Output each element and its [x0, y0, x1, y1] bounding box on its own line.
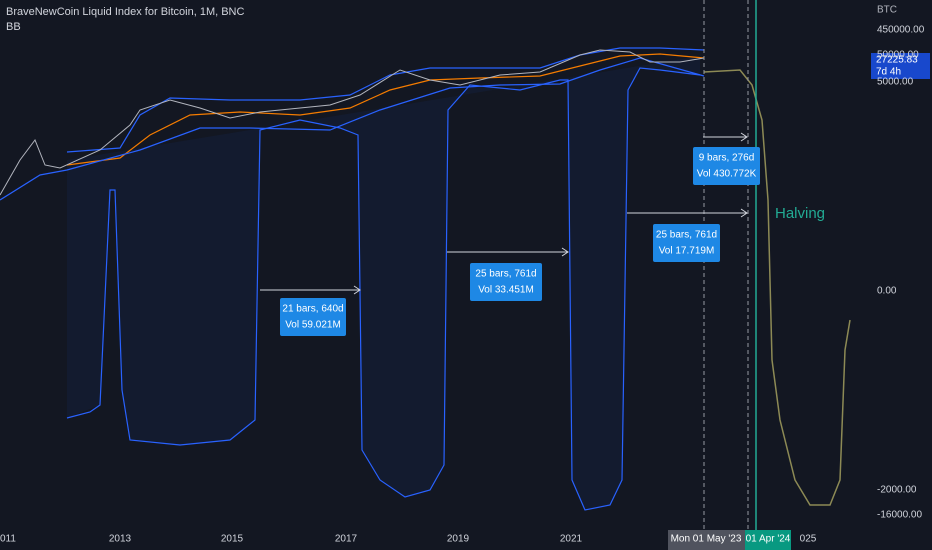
last-price-box [871, 53, 930, 79]
time-label: 2017 [335, 534, 358, 545]
time-label: 025 [800, 534, 817, 545]
cursor-date-box [668, 530, 745, 550]
arrows [260, 132, 748, 295]
time-label: 011 [0, 534, 16, 545]
bb-lower [0, 57, 705, 201]
measure-range: 25 bars, 761d [475, 269, 536, 280]
time-label: 2019 [447, 534, 470, 545]
price-label: 5000.00 [877, 77, 914, 88]
bb-width-area [67, 56, 700, 510]
measure-range: 9 bars, 276d [699, 153, 755, 164]
price-label: 450000.00 [877, 25, 925, 36]
measure-volume: Vol 17.719M [659, 246, 715, 257]
price-label: -2000.00 [877, 485, 917, 496]
cursor-date: Mon 01 May '23 [671, 534, 742, 545]
chart-title: BraveNewCoin Liquid Index for Bitcoin, 1… [6, 6, 244, 18]
measure-volume: Vol 430.772K [697, 169, 757, 180]
bb-width-line [66, 67, 701, 511]
last-price: 27225.83 [876, 55, 918, 66]
measure-range: 25 bars, 761d [656, 230, 717, 241]
axis-unit: BTC [877, 5, 897, 16]
measure-volume: Vol 33.451M [478, 285, 534, 296]
price [0, 49, 705, 196]
price-axis [870, 0, 932, 530]
halving-label: Halving [775, 205, 825, 222]
bb-basis [66, 53, 705, 166]
time-label: 2013 [109, 534, 132, 545]
time-label: 2021 [560, 534, 583, 545]
measure-box [280, 298, 346, 336]
indicator-label: BB [6, 21, 21, 33]
marker-date: 01 Apr '24 [746, 534, 791, 545]
measure-box [693, 147, 760, 185]
measure-volume: Vol 59.021M [285, 320, 341, 331]
measure-box [653, 224, 720, 262]
time-label: 2015 [221, 534, 244, 545]
measure-box [470, 263, 542, 301]
countdown: 7d 4h [876, 67, 901, 78]
measure-range: 21 bars, 640d [282, 304, 343, 315]
price-label: 50000.00 [877, 50, 919, 61]
price-label: 0.00 [877, 286, 897, 297]
projection [703, 69, 851, 506]
marker-date-box [745, 530, 791, 550]
price-label: -16000.00 [877, 510, 922, 521]
